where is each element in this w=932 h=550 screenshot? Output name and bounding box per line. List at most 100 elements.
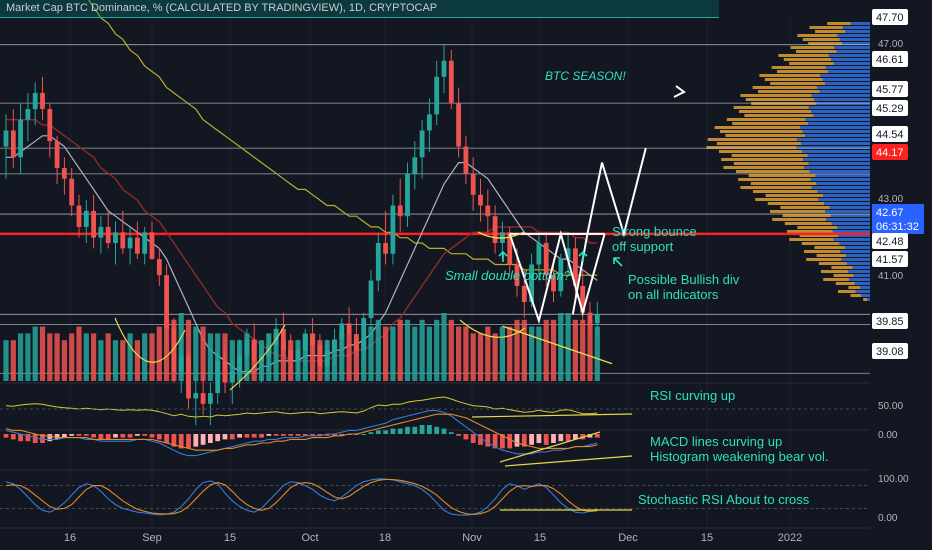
volume-profile-bar bbox=[855, 290, 870, 293]
candle-body bbox=[339, 323, 345, 340]
time-tick: 16 bbox=[64, 532, 76, 544]
volume-profile-bar bbox=[811, 110, 870, 113]
macd-histogram-bar bbox=[105, 434, 111, 440]
macd-histogram-bar bbox=[324, 434, 330, 436]
volume-profile-bar bbox=[771, 66, 826, 69]
candle-body bbox=[62, 167, 67, 179]
volume-bar bbox=[353, 340, 359, 381]
volume-bar bbox=[83, 333, 89, 381]
volume-profile-bar bbox=[755, 198, 819, 201]
volume-profile-bar bbox=[750, 182, 817, 185]
macd-histogram-bar bbox=[149, 434, 155, 438]
volume-profile-bar bbox=[797, 34, 838, 37]
volume-profile-bar bbox=[835, 282, 855, 285]
candle-body bbox=[142, 232, 148, 254]
volume-bar bbox=[536, 326, 542, 381]
volume-bar bbox=[550, 319, 557, 381]
macd-histogram-bar bbox=[40, 434, 45, 443]
macd-histogram-bar bbox=[3, 434, 9, 438]
volume-profile-bar bbox=[740, 94, 812, 97]
volume-profile-bar bbox=[825, 218, 870, 221]
candle-body bbox=[368, 280, 374, 319]
volume-profile-bar bbox=[815, 174, 870, 177]
volume-profile-bar bbox=[844, 246, 870, 249]
candle-body bbox=[18, 119, 23, 158]
time-tick: Dec bbox=[618, 532, 638, 544]
volume-profile-bar bbox=[804, 250, 841, 253]
volume-bar bbox=[441, 313, 447, 381]
volume-profile-bar bbox=[839, 242, 870, 245]
macd-histogram-bar bbox=[317, 434, 323, 436]
macd-histogram-bar bbox=[390, 428, 396, 434]
volume-profile-bar bbox=[818, 262, 847, 265]
candle-body bbox=[397, 205, 403, 217]
candle-body bbox=[98, 226, 104, 238]
candle-body bbox=[405, 173, 410, 217]
volume-profile-bar bbox=[790, 46, 835, 49]
macd-histogram-bar bbox=[302, 434, 308, 436]
candle-body bbox=[32, 92, 38, 110]
volume-bar bbox=[258, 340, 265, 381]
volume-profile-bar bbox=[825, 210, 870, 213]
price-tick: 47.70 bbox=[876, 12, 904, 24]
volume-bar bbox=[346, 333, 352, 381]
macd-histogram-bar bbox=[288, 434, 294, 436]
volume-profile-bar bbox=[725, 134, 805, 137]
volume-profile-bar bbox=[866, 298, 870, 301]
macd-line bbox=[5, 410, 598, 457]
macd-histogram-bar bbox=[507, 434, 513, 449]
price-axis[interactable]: 47.70 47.00 46.61 45.77 45.29 44.54 44.17 43.00… bbox=[870, 0, 932, 550]
current-price-tag bbox=[872, 204, 924, 220]
volume-bar bbox=[412, 326, 418, 381]
volume-bar bbox=[229, 340, 235, 381]
candle-body bbox=[551, 275, 556, 292]
volume-bar bbox=[91, 333, 97, 381]
candle-body bbox=[346, 323, 352, 335]
volume-profile-bar bbox=[861, 294, 870, 297]
candle-body bbox=[521, 285, 527, 302]
macd-histogram-bar bbox=[485, 434, 491, 447]
macd-histogram-bar bbox=[500, 434, 505, 449]
volume-bar bbox=[477, 333, 484, 381]
volume-profile-bar bbox=[796, 146, 870, 149]
macd-histogram-bar bbox=[127, 434, 133, 438]
macd-histogram-bar bbox=[32, 434, 38, 443]
volume-profile-bar bbox=[707, 138, 798, 141]
volume-bar bbox=[237, 340, 243, 381]
volume-profile-bar bbox=[814, 246, 845, 249]
volume-profile-bar bbox=[822, 78, 870, 81]
macd-histogram-bar bbox=[47, 434, 53, 442]
volume-profile-bar bbox=[767, 202, 825, 205]
volume-bar bbox=[594, 326, 600, 381]
volume-bar bbox=[331, 340, 338, 381]
macd-histogram-bar bbox=[98, 434, 104, 440]
volume-profile bbox=[706, 22, 870, 301]
macd-histogram-bar bbox=[222, 434, 228, 440]
volume-profile-bar bbox=[833, 238, 870, 241]
candle-body bbox=[3, 130, 9, 147]
volume-profile-bar bbox=[823, 278, 849, 281]
symbol-title-bar[interactable]: Market Cap BTC Dominance, % (CALCULATED … bbox=[0, 0, 719, 18]
volume-arc bbox=[229, 324, 286, 391]
macd-histogram-bar bbox=[251, 434, 257, 438]
resistance-price-tag bbox=[872, 144, 908, 160]
volume-profile-bar bbox=[838, 290, 856, 293]
macd-histogram-bar bbox=[208, 434, 213, 443]
volume-bar bbox=[54, 333, 60, 381]
macd-panel bbox=[3, 410, 600, 457]
macd-histogram-bar bbox=[448, 432, 454, 434]
candle-body bbox=[361, 318, 367, 351]
candle-body bbox=[91, 210, 96, 238]
arrow-up-icon bbox=[578, 250, 588, 262]
macd-histogram-bar bbox=[529, 434, 534, 445]
volume-bar bbox=[120, 340, 126, 381]
macd-histogram-bar bbox=[456, 434, 461, 436]
volume-profile-bar bbox=[854, 282, 870, 285]
time-axis[interactable]: 16 Sep 15 Oct 18 Nov 15 Dec 15 2022 bbox=[64, 532, 802, 544]
time-tick: 15 bbox=[534, 532, 546, 544]
price-tick: 46.61 bbox=[876, 54, 904, 66]
volume-profile-bar bbox=[740, 186, 812, 189]
macd-histogram-bar bbox=[383, 430, 388, 434]
macd-histogram-bar bbox=[573, 434, 578, 440]
